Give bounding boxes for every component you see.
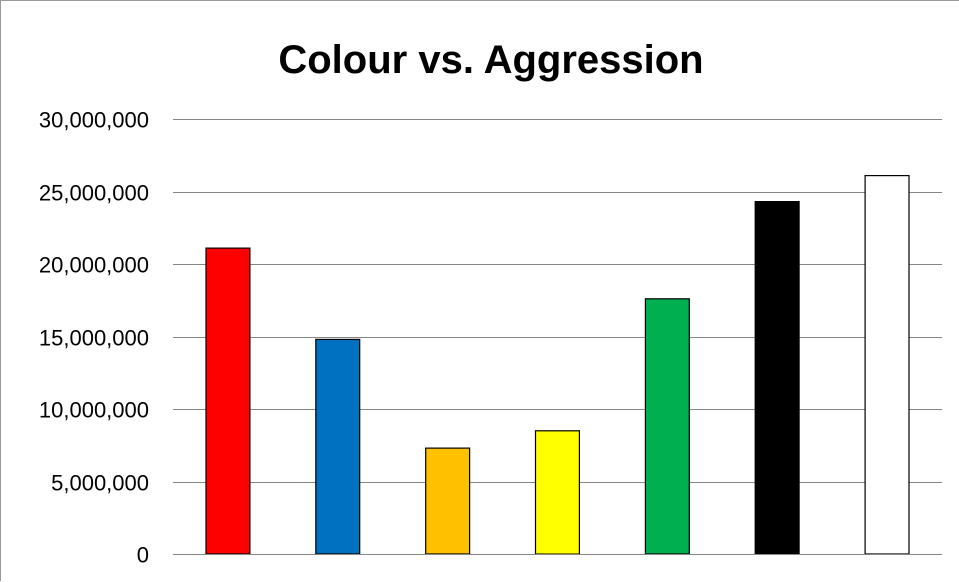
y-tick-label: 15,000,000: [39, 326, 149, 351]
gridlines: [173, 119, 942, 483]
bar: [864, 175, 910, 555]
bar: [644, 298, 690, 555]
bar: [534, 430, 581, 555]
y-axis-tick-labels: 0 5,000,000 10,000,000 15,000,000 20,000,000…: [39, 108, 149, 568]
bar: [425, 447, 471, 555]
y-tick-label: 5,000,000: [51, 471, 149, 496]
y-tick-label: 10,000,000: [39, 398, 149, 423]
bar: [315, 338, 361, 555]
bars: [205, 175, 910, 555]
bar: [754, 201, 800, 555]
y-tick-label: 25,000,000: [39, 181, 149, 206]
y-tick-label: 0: [137, 543, 149, 568]
y-tick-label: 20,000,000: [39, 253, 149, 278]
bar: [205, 247, 251, 555]
y-tick-label: 30,000,000: [39, 108, 149, 133]
chart-title: Colour vs. Aggression: [278, 38, 703, 82]
